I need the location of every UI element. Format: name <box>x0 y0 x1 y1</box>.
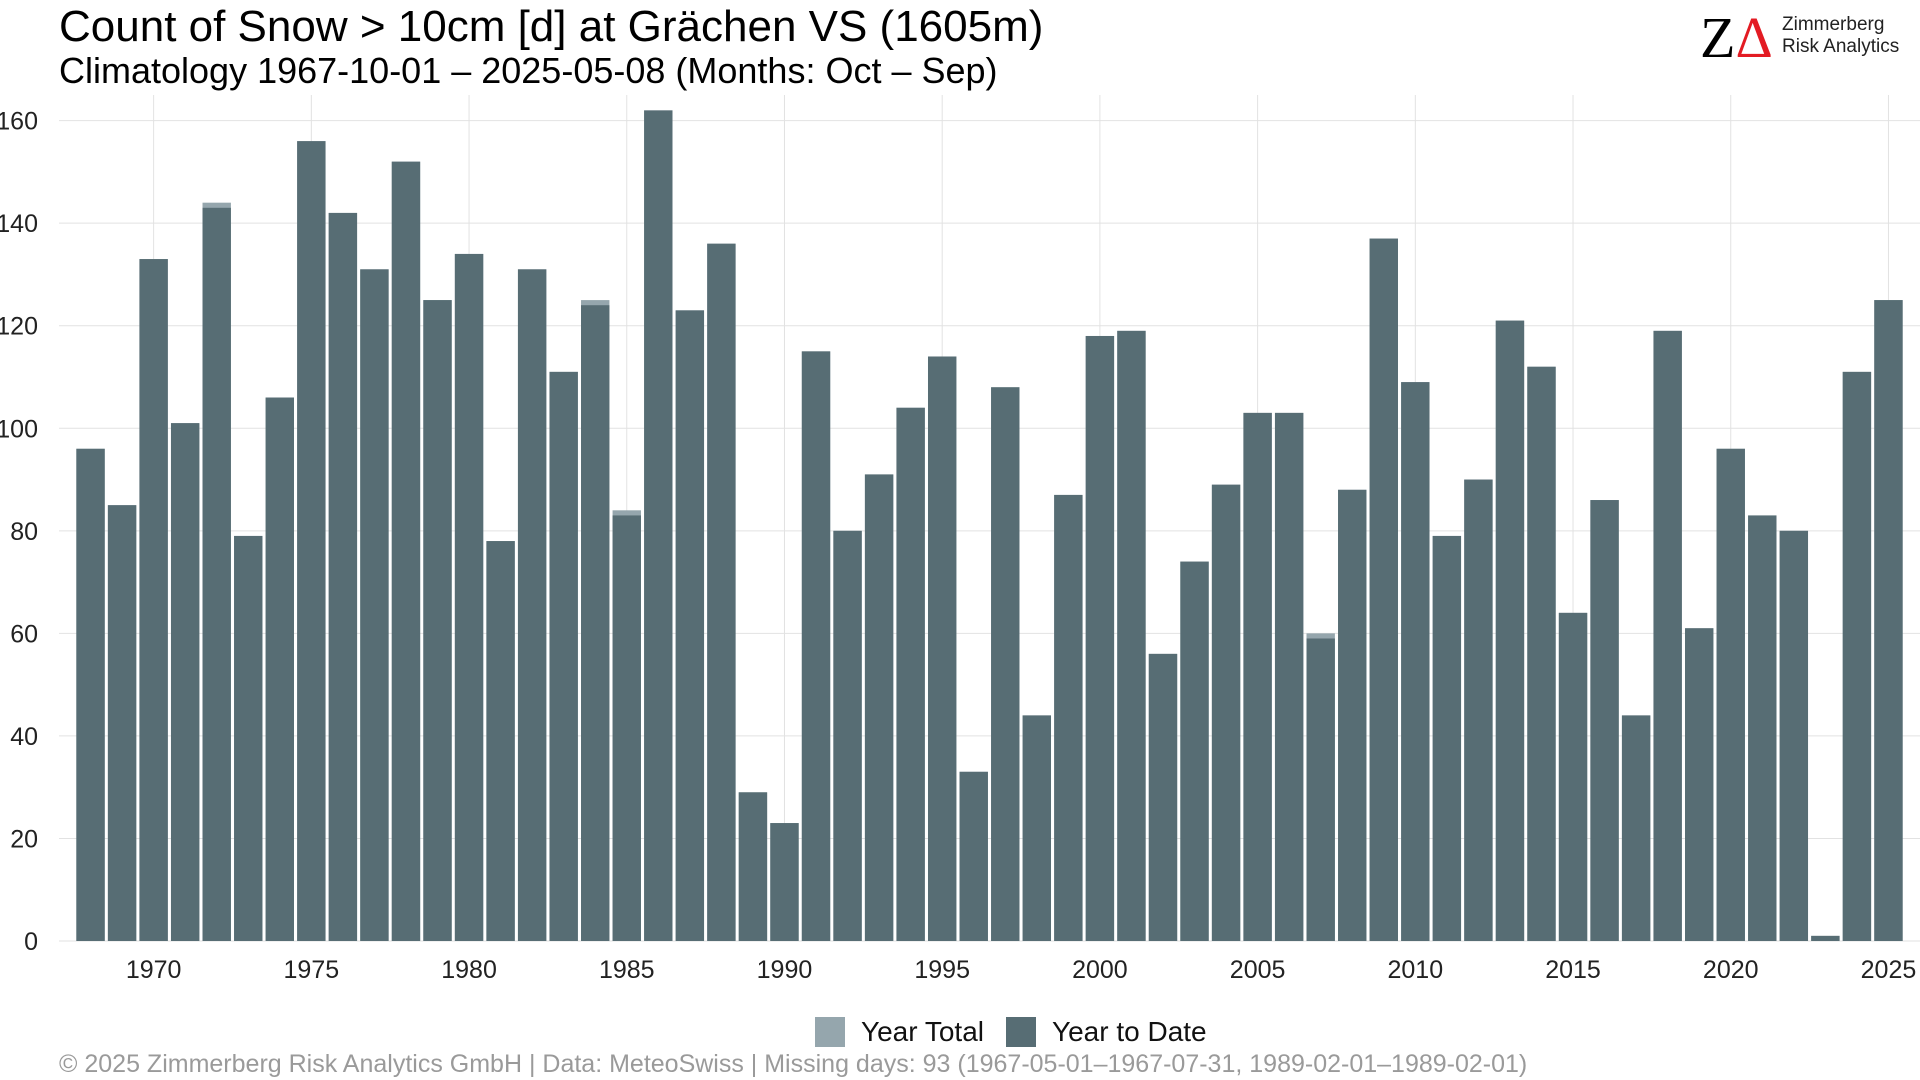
bar-year-to-date <box>1211 484 1241 941</box>
bar-year-to-date <box>738 792 768 941</box>
bar-year-to-date <box>833 530 862 941</box>
x-tick-label: 2025 <box>1861 956 1917 984</box>
bar-year-to-date <box>1653 330 1682 941</box>
bar-year-to-date <box>1117 330 1146 941</box>
bar-year-to-date <box>1274 412 1304 942</box>
y-tick-label: 140 <box>0 210 38 238</box>
bar-year-to-date <box>423 300 452 941</box>
bar-year-to-date <box>612 515 641 941</box>
y-tick-label: 80 <box>10 518 38 546</box>
x-tick-label: 2000 <box>1072 956 1128 984</box>
y-tick-label: 120 <box>0 313 38 341</box>
x-tick-label: 2015 <box>1545 956 1601 984</box>
legend-item-year-total: Year Total <box>815 1016 984 1048</box>
bar-year-to-date <box>1022 715 1052 941</box>
bar-year-to-date <box>1180 561 1209 941</box>
bar-year-to-date <box>1338 489 1367 941</box>
company-logo: ZΔ Zimmerberg Risk Analytics <box>1700 8 1910 68</box>
bar-year-to-date <box>139 259 168 941</box>
y-tick-label: 40 <box>10 723 38 751</box>
y-tick-label: 0 <box>24 928 38 956</box>
bar-year-to-date <box>1874 300 1903 941</box>
bar-year-to-date <box>1779 530 1809 941</box>
y-tick-label: 160 <box>0 108 38 136</box>
bar-year-to-date <box>549 371 578 941</box>
bar-year-to-date <box>1621 715 1651 941</box>
x-tick-label: 2005 <box>1230 956 1286 984</box>
bar-year-to-date <box>297 141 326 942</box>
bar-year-to-date <box>1148 653 1178 941</box>
legend-label-year-to-date: Year to Date <box>1052 1016 1207 1047</box>
bar-year-to-date <box>1716 448 1745 941</box>
bar-year-to-date <box>1306 638 1335 941</box>
x-tick-label: 1975 <box>284 956 340 984</box>
y-tick-label: 60 <box>10 620 38 648</box>
bar-year-to-date <box>896 407 925 941</box>
y-tick-label: 20 <box>10 825 38 853</box>
legend-item-year-to-date: Year to Date <box>1006 1016 1207 1048</box>
logo-mark: ZΔ <box>1700 8 1773 68</box>
bar-year-to-date <box>1527 366 1556 941</box>
bar-year-to-date <box>170 423 200 941</box>
logo-text: Zimmerberg Risk Analytics <box>1782 14 1899 58</box>
bar-year-to-date <box>1085 335 1115 941</box>
legend-label-year-total: Year Total <box>861 1016 984 1047</box>
bars <box>76 110 1903 942</box>
x-tick-label: 1980 <box>441 956 497 984</box>
bar-year-to-date <box>1811 935 1840 941</box>
y-tick-label: 100 <box>0 415 38 443</box>
bar-year-to-date <box>581 305 610 942</box>
bar-year-to-date <box>1748 515 1777 941</box>
bar-year-to-date <box>864 474 894 941</box>
bar-year-to-date <box>1685 628 1714 941</box>
x-tick-label: 2010 <box>1388 956 1444 984</box>
logo-delta: Δ <box>1735 5 1773 70</box>
chart-title: Count of Snow > 10cm [d] at Grächen VS (… <box>59 2 1044 51</box>
logo-line1: Zimmerberg <box>1782 14 1885 35</box>
bar-year-to-date <box>707 243 736 941</box>
logo-z: Z <box>1700 5 1736 70</box>
chart-subtitle: Climatology 1967-10-01 – 2025-05-08 (Mon… <box>59 50 998 91</box>
bar-year-to-date <box>454 253 484 942</box>
bar-year-to-date <box>1243 412 1272 942</box>
axis-labels: 0 20 40 60 80 100 120 140 160 1970 1975 1980 1985 199… <box>0 108 1916 984</box>
bar-year-to-date <box>202 207 231 942</box>
x-tick-label: 1995 <box>914 956 970 984</box>
bar-year-to-date <box>107 505 137 941</box>
bar-year-to-date <box>801 351 831 941</box>
bar-chart: 0 20 40 60 80 100 120 140 160 1970 1975 1980 1985 199… <box>0 95 1920 984</box>
x-tick-label: 1970 <box>126 956 182 984</box>
bar-year-to-date <box>1054 494 1083 941</box>
x-tick-label: 1990 <box>757 956 813 984</box>
bar-year-to-date <box>991 387 1020 942</box>
bar-year-to-date <box>675 310 705 941</box>
legend-swatch-year-to-date <box>1006 1017 1036 1047</box>
bar-year-to-date <box>360 269 389 941</box>
legend: Year Total Year to Date <box>815 1016 1229 1048</box>
bar-year-to-date <box>1369 238 1398 942</box>
bar-year-to-date <box>644 110 673 941</box>
bar-year-to-date <box>959 771 988 941</box>
bar-year-to-date <box>1590 500 1619 941</box>
bar-year-to-date <box>391 161 421 941</box>
bar-year-to-date <box>1464 479 1493 941</box>
bar-year-to-date <box>1432 535 1462 941</box>
bar-year-to-date <box>328 212 358 942</box>
bar-year-to-date <box>234 535 263 941</box>
footer-caption: © 2025 Zimmerberg Risk Analytics GmbH | … <box>59 1050 1528 1078</box>
legend-swatch-year-total <box>815 1017 845 1047</box>
bar-year-to-date <box>517 269 547 941</box>
x-tick-label: 1985 <box>599 956 655 984</box>
bar-year-to-date <box>1558 612 1588 941</box>
logo-line2: Risk Analytics <box>1782 36 1900 57</box>
bar-year-to-date <box>927 356 957 941</box>
bar-year-to-date <box>1842 371 1872 941</box>
bar-year-to-date <box>1495 320 1525 942</box>
bar-year-to-date <box>486 541 515 941</box>
bar-year-to-date <box>770 823 799 941</box>
x-tick-label: 2020 <box>1703 956 1759 984</box>
bar-year-to-date <box>1401 382 1430 941</box>
bar-year-to-date <box>265 397 294 941</box>
bar-year-to-date <box>76 448 105 941</box>
